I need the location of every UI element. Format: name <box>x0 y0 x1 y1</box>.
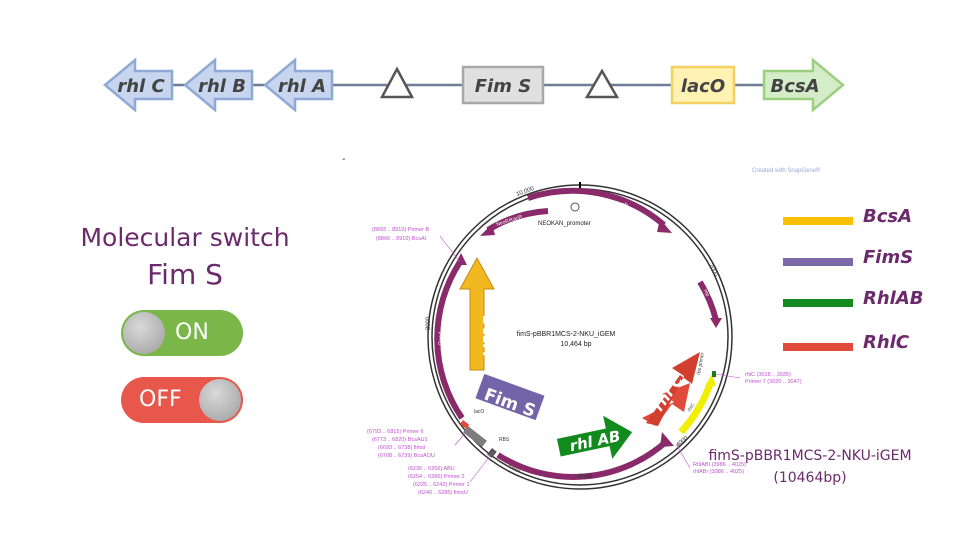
primer7-mark <box>712 371 716 377</box>
rbs-primer-label: rbs primer <box>696 352 706 376</box>
rhlab-map-label: rhlAB <box>578 474 593 480</box>
fims-box-label: Fim S <box>475 76 531 97</box>
off-toggle-knob <box>199 379 241 421</box>
primer-annotations: (8893 .. 8910) Primer B (8866 .. 8910) B… <box>367 227 802 496</box>
legend-label-rhlab: RhlAB <box>863 288 924 309</box>
annotation-leaders <box>439 235 741 483</box>
neokan-promoter-label: NEOKAN_promoter <box>538 221 591 227</box>
anno-primer6: (6793 .. 6815) Primer 6 <box>367 429 424 435</box>
anno-primer2: (6254 .. 6286) Primer 2 <box>408 474 465 480</box>
anno-rhlab2: rhlABr (3986 .. 4025) <box>693 469 744 475</box>
laco-map-feature <box>459 420 470 429</box>
anno-rhlab: RhlABI (3986 .. 4025) <box>693 462 746 468</box>
rhlab-overlay-arrow: rhl AB <box>556 415 633 459</box>
laco-map-label: lacO <box>474 409 484 415</box>
legend-swatch-rhlab <box>783 299 853 307</box>
anno-bcsaou: (6708 .. 6739) BcsAOU <box>378 453 435 459</box>
rhlab-map-arrowhead <box>660 432 674 447</box>
fims-overlay-box: Fim S <box>475 373 545 422</box>
bcsa-overlay-label: BcsA <box>479 315 497 356</box>
rhlc-map-arc <box>678 382 714 435</box>
legend-label-bcsa: BcsA <box>863 206 913 227</box>
stray-dash: - <box>342 154 345 165</box>
legend-label-rhlc: RhlC <box>863 332 910 353</box>
plasmid-caption-line1: fimS-pBBR1MCS-2-NKU-iGEM <box>708 448 912 464</box>
rep-arrowhead <box>710 318 722 328</box>
rhlab-map-arc <box>496 437 671 480</box>
legend-swatch-fims <box>783 258 853 266</box>
legend-swatch-bcsa <box>783 217 853 225</box>
anno-rhlc-primer: rhlC (3018 .. 3035) <box>745 372 791 378</box>
anno-primer1: (6225 .. 6242) Primer 1 <box>413 482 470 488</box>
anno-primer7: Primer 7 (3030 .. 3047) <box>745 379 802 385</box>
neokan-label: NeoR/KanR <box>496 214 524 228</box>
map-plasmid-name: fimS-pBBR1MCS-2-NKU_iGEM <box>517 331 616 338</box>
map-plasmid-size: 10,464 bp <box>560 341 591 348</box>
rhlc-gene: rhl C <box>103 57 174 113</box>
genetic-construct: rhl C rhl B rhl A Fim S lacO BcsA <box>103 57 845 113</box>
legend-swatch-rhlc <box>783 343 853 351</box>
fims-map-feature <box>463 425 487 448</box>
rhla-gene: rhl A <box>263 57 334 113</box>
mob-label: mob <box>616 201 629 209</box>
neokan-arrowhead <box>480 224 495 236</box>
off-toggle[interactable]: OFF <box>121 377 243 423</box>
anno-primer-b: (8893 .. 8910) Primer B <box>372 227 429 233</box>
mob-arrowhead <box>657 219 672 233</box>
on-toggle[interactable]: ON <box>121 310 243 356</box>
rbs-map-label: RBS <box>499 437 510 443</box>
tick-8000: 8000 <box>426 316 432 330</box>
plasmid-caption-line2: (10464bp) <box>773 470 847 486</box>
bcsa-gene: BcsA <box>762 57 845 113</box>
mob-arc <box>527 187 666 228</box>
terminator-triangle-right <box>584 68 620 99</box>
snapgene-watermark: Created with SnapGene® <box>752 167 821 174</box>
rhlc-map-arrowhead <box>705 374 716 386</box>
terminator-triangle-left <box>379 66 415 99</box>
bcsa-overlay-arrow: BcsA <box>459 256 497 371</box>
bcsa-map-arrowhead <box>455 253 467 265</box>
fims-box: Fim S <box>461 65 545 105</box>
rhla-label: rhl A <box>278 76 326 97</box>
bcsa-map-label: BcsA <box>439 331 445 345</box>
rhlb-gene: rhl B <box>183 57 254 113</box>
rhlc-label: rhl C <box>117 76 165 97</box>
anno-bcsa-i: (8866 .. 8910) BcsAI <box>376 236 427 242</box>
switch-title-line2: Fim S <box>147 258 223 291</box>
anno-abu: (6236 .. 6266) ABU <box>408 466 455 472</box>
anno-fimsu: (6240 .. 6286) fimsU <box>418 490 468 496</box>
laco-box-label: lacO <box>681 76 725 97</box>
on-toggle-label: ON <box>175 320 209 345</box>
tick-2000: 2000 <box>707 263 719 278</box>
laco-box: lacO <box>670 65 736 105</box>
switch-title-line1: Molecular switch <box>80 223 290 252</box>
rhlb-label: rhl B <box>198 76 246 97</box>
neokan-promoter-mark <box>570 202 580 212</box>
anno-bcsau1: (6773 .. 6820) BcsAU1 <box>372 437 428 443</box>
rhlc-map-label: rhlC <box>687 402 697 413</box>
on-toggle-knob <box>123 312 165 354</box>
anno-fimsi: (6693 .. 6738) fimsI <box>378 445 426 451</box>
rep-label: rep <box>702 289 710 298</box>
legend-label-fims: FimS <box>863 247 914 268</box>
bcsa-map-arc <box>434 260 465 420</box>
off-toggle-label: OFF <box>139 387 182 412</box>
bcsa-label: BcsA <box>770 76 819 97</box>
